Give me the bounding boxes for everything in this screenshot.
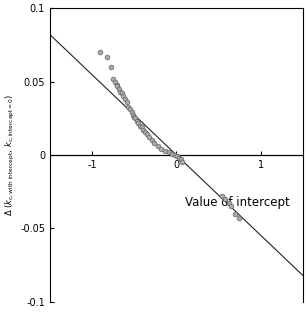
Point <box>236 216 241 221</box>
Point <box>152 141 157 146</box>
Point <box>143 129 148 134</box>
Point <box>115 84 120 89</box>
Point <box>147 135 152 140</box>
Point <box>114 82 119 87</box>
Point <box>133 116 138 121</box>
Point <box>131 113 136 118</box>
Text: Value of intercept: Value of intercept <box>185 196 290 209</box>
Point <box>226 201 231 206</box>
Point <box>134 119 139 124</box>
Point <box>229 204 234 209</box>
Point <box>105 54 110 59</box>
Point <box>155 144 160 149</box>
Point <box>180 160 185 165</box>
Point <box>108 64 113 69</box>
Point <box>172 153 177 158</box>
Point <box>220 194 224 199</box>
Point <box>98 50 103 55</box>
Point <box>223 197 228 202</box>
Point <box>139 124 144 129</box>
Point <box>117 86 122 91</box>
Point <box>112 79 117 84</box>
Y-axis label: $\Delta$ ($k_\mathrm{c,with\ intercept}$, $k_\mathrm{c,intercept=0}$): $\Delta$ ($k_\mathrm{c,with\ intercept}$… <box>4 94 17 216</box>
Point <box>127 107 132 112</box>
Point <box>159 147 164 152</box>
Point <box>170 151 175 156</box>
Point <box>175 154 180 159</box>
Point <box>129 110 134 115</box>
Point <box>132 114 137 119</box>
Point <box>119 91 124 96</box>
Point <box>141 128 146 133</box>
Point <box>144 132 149 137</box>
Point <box>150 138 154 143</box>
Point <box>233 211 238 216</box>
Point <box>166 149 171 154</box>
Point <box>136 120 141 125</box>
Point <box>117 89 122 94</box>
Point <box>121 94 126 99</box>
Point <box>126 104 131 109</box>
Point <box>111 76 116 81</box>
Point <box>178 157 183 162</box>
Point <box>122 97 127 102</box>
Point <box>177 155 181 160</box>
Point <box>138 123 142 128</box>
Point <box>124 100 129 105</box>
Point <box>163 148 168 153</box>
